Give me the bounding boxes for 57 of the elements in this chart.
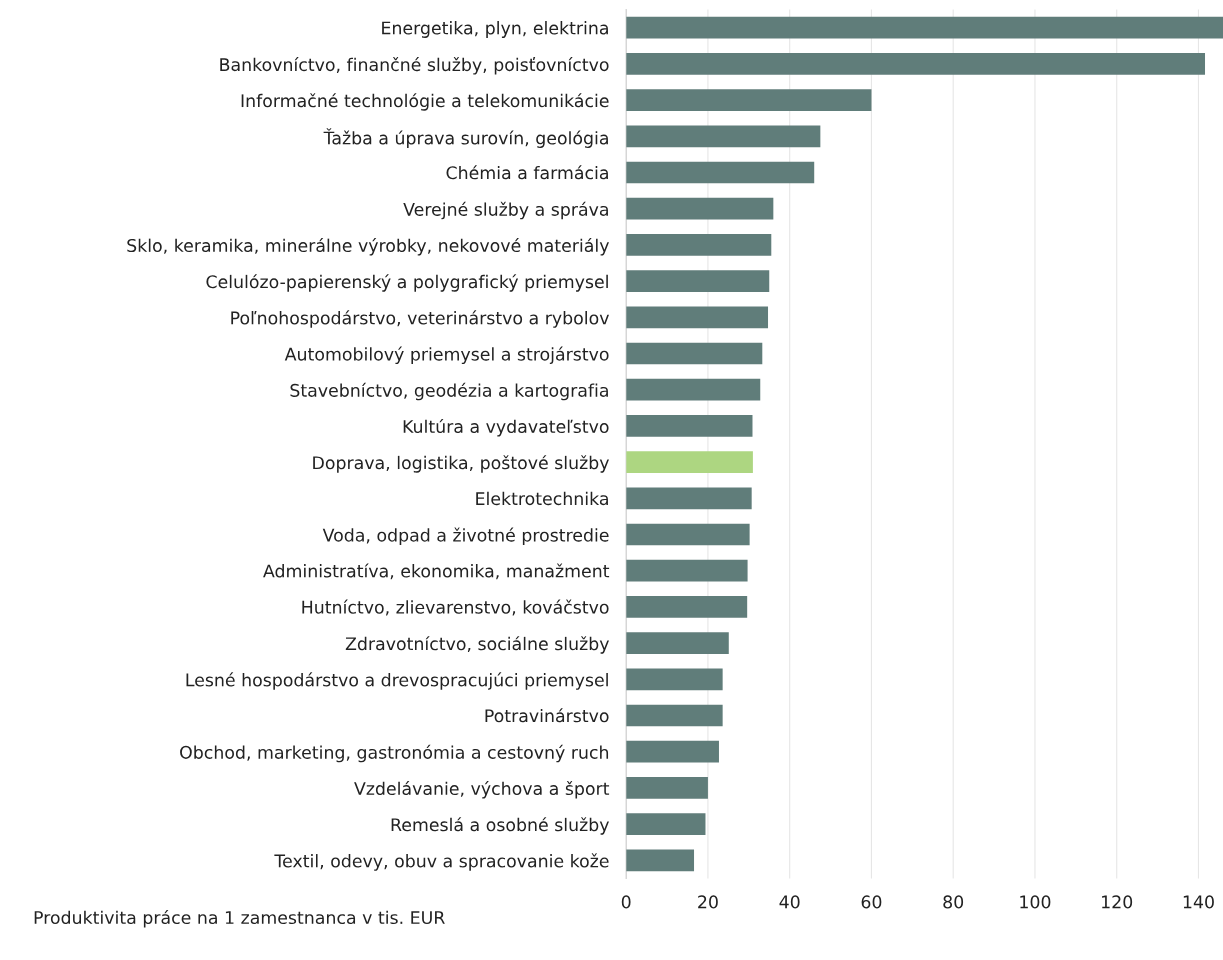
bar [626,197,774,220]
bar [626,16,1223,39]
y-tick-label: Doprava, logistika, poštové služby [313,455,609,473]
y-tick-label: Vzdelávanie, výchova a šport [354,780,610,799]
bar [626,668,723,691]
y-tick-label: Voda, odpad a životné prostredie [322,527,609,546]
x-axis-title: Produktivita práce na 1 zamestnanca v tis. EUR [34,909,445,928]
y-tick-label: Chémia a farmácia [446,165,608,180]
y-tick-label: Sklo, keramika, minerálne výrobky, nekovové materiály [127,237,609,256]
bar [626,89,872,111]
bar [626,342,763,365]
y-tick-label: Administratíva, ekonomika, manažment [263,563,610,580]
y-tick-label: Lesné hospodárstvo a drevospracujúci priemysel [186,672,608,690]
y-tick-label: Obchod, marketing, gastronómia a cestovný ruch [180,744,609,763]
bar [626,234,772,256]
bar [626,559,748,582]
y-tick-label: Ťažba a úprava surovín, geológia [323,128,608,148]
bar [626,161,815,184]
y-tick-label: Energetika, plyn, elektrina [382,21,608,38]
x-tick-label: 20 [698,895,718,909]
y-tick-label: Textil, odevy, obuv a spracovanie kože [274,853,609,871]
x-tick-label: 80 [943,895,964,909]
bar [626,704,723,727]
y-tick-label: Poľnohospodárstvo, veterinárstvo a rybolov [231,310,609,328]
bar [626,270,770,292]
bar [626,53,1206,75]
bar [626,813,706,835]
bar [626,777,708,799]
bar [626,632,729,654]
x-tick-label: 0 [621,895,631,909]
y-tick-label: Bankovníctvo, finančné služby, poisťovníctvo [220,56,609,75]
bar [626,487,752,510]
x-tick-label: 40 [779,895,800,909]
x-tick-label: 120 [1102,895,1133,909]
y-tick-label: Hutníctvo, zlievarenstvo, kováčstvo [302,599,609,616]
bar [626,306,769,329]
y-tick-label: Elektrotechnika [476,491,608,506]
bar [626,740,719,763]
bar [626,451,753,473]
y-tick-label: Celulózo-papierenský a polygrafický priemysel [206,274,608,292]
bar [626,378,761,401]
y-tick-label: Remeslá a osobné služby [391,817,609,835]
y-tick-label: Informačné technológie a telekomunikácie [241,93,609,111]
bar [626,596,748,618]
x-tick-label: 60 [861,895,882,909]
y-tick-label: Kultúra a vydavateľstvo [403,418,609,437]
x-tick-label: 140 [1183,895,1214,909]
y-tick-label: Automobilový priemysel a strojárstvo [284,346,609,365]
x-tick-label: 100 [1020,895,1051,909]
y-tick-label: Potravinárstvo [485,708,609,723]
bar [626,849,695,872]
bar [626,523,750,546]
y-tick-label: Stavebníctvo, geodézia a kartografia [290,382,608,401]
y-tick-label: Verejné služby a správa [403,201,608,220]
bar [626,125,821,148]
y-tick-label: Zdravotníctvo, sociálne služby [345,636,609,654]
bar [626,415,753,437]
